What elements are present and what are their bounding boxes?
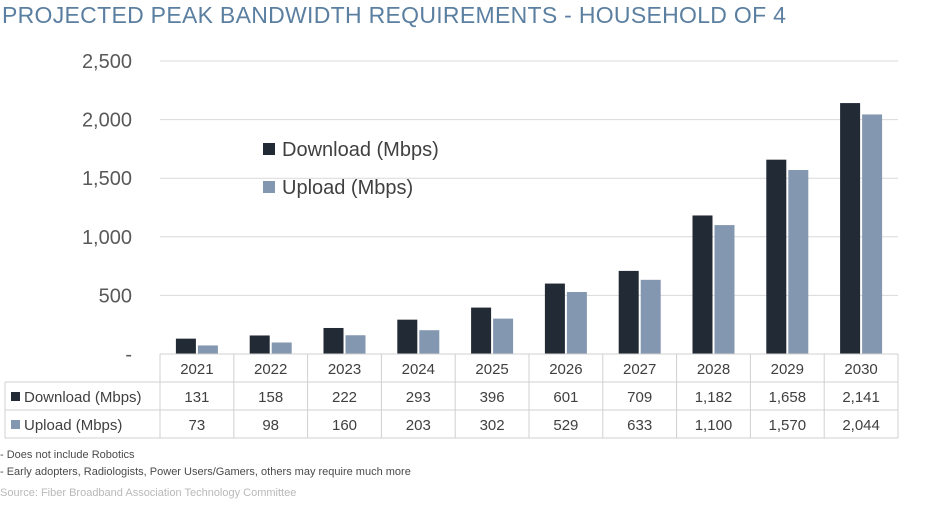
bar-upload — [714, 225, 735, 354]
bar-upload — [566, 292, 587, 354]
bar-upload — [640, 279, 661, 354]
bar-chart: - 500 1,000 1,500 2,000 2,500 Download (Mbps) U… — [4, 51, 899, 439]
table-cell-value: 1,658 — [769, 389, 807, 406]
table-cell-value: 709 — [627, 389, 652, 406]
table-cell-value: 1,182 — [695, 389, 733, 406]
table-cell-value: 601 — [553, 389, 578, 406]
table-cell-value: 529 — [553, 417, 578, 434]
table-cell-value: 131 — [184, 389, 209, 406]
x-tick-label: 2029 — [771, 361, 804, 378]
bar-download — [249, 335, 270, 354]
bar-download — [323, 327, 344, 354]
legend-swatch-download — [263, 143, 275, 155]
table-cell-value: 160 — [332, 417, 357, 434]
table-cell-value: 2,044 — [842, 417, 880, 434]
bar-upload — [862, 114, 883, 354]
bar-upload — [419, 330, 440, 354]
table-cell-value: 2,141 — [842, 389, 880, 406]
table-cell-value: 203 — [406, 417, 431, 434]
table-cell-value: 222 — [332, 389, 357, 406]
bar-download — [766, 159, 787, 354]
y-tick-label: 1,500 — [82, 168, 132, 190]
table-cell-value: 396 — [480, 389, 505, 406]
bar-upload — [197, 345, 218, 354]
y-tick-label: 2,500 — [82, 51, 132, 73]
bar-upload — [788, 169, 809, 354]
y-tick-label: - — [125, 344, 132, 366]
x-tick-label: 2027 — [623, 361, 656, 378]
bar-download — [175, 338, 196, 354]
legend-swatch-upload — [263, 181, 275, 193]
table-cell-value: 293 — [406, 389, 431, 406]
bar-download — [471, 307, 492, 354]
table-row-label-upload: Upload (Mbps) — [24, 417, 122, 434]
legend-label-download: Download (Mbps) — [282, 139, 439, 161]
y-tick-label: 2,000 — [82, 110, 132, 132]
legend-label-upload: Upload (Mbps) — [282, 177, 413, 199]
x-tick-label: 2026 — [549, 361, 582, 378]
table-cell-value: 1,100 — [695, 417, 733, 434]
table-cell-value: 73 — [189, 417, 206, 434]
bar-upload — [493, 318, 514, 354]
x-tick-label: 2024 — [402, 361, 435, 378]
bar-download — [544, 283, 565, 354]
table-cell-value: 158 — [258, 389, 283, 406]
x-tick-label: 2028 — [697, 361, 730, 378]
bar-download — [397, 319, 418, 354]
source-note: Source: Fiber Broadband Association Tech… — [0, 487, 297, 499]
x-tick-label: 2023 — [328, 361, 361, 378]
x-tick-label: 2030 — [844, 361, 877, 378]
x-tick-label: 2021 — [180, 361, 213, 378]
bar-download — [840, 103, 861, 354]
table-cell-value: 302 — [480, 417, 505, 434]
footnote-early-adopters: - Early adopters, Radiologists, Power Us… — [0, 466, 411, 478]
table-key-upload — [11, 420, 20, 429]
chart-title: PROJECTED PEAK BANDWIDTH REQUIREMENTS - … — [2, 2, 787, 28]
x-tick-label: 2025 — [475, 361, 508, 378]
footnote-robotics: - Does not include Robotics — [0, 449, 135, 461]
table-key-download — [11, 392, 20, 401]
bar-upload — [345, 335, 366, 354]
bar-upload — [271, 342, 292, 354]
y-tick-label: 1,000 — [82, 227, 132, 249]
table-row-label-download: Download (Mbps) — [24, 389, 142, 406]
x-tick-label: 2022 — [254, 361, 287, 378]
bar-download — [618, 270, 639, 354]
bar-download — [692, 215, 713, 354]
y-tick-label: 500 — [99, 285, 132, 307]
table-cell-value: 633 — [627, 417, 652, 434]
table-cell-value: 1,570 — [769, 417, 807, 434]
table-cell-value: 98 — [262, 417, 279, 434]
